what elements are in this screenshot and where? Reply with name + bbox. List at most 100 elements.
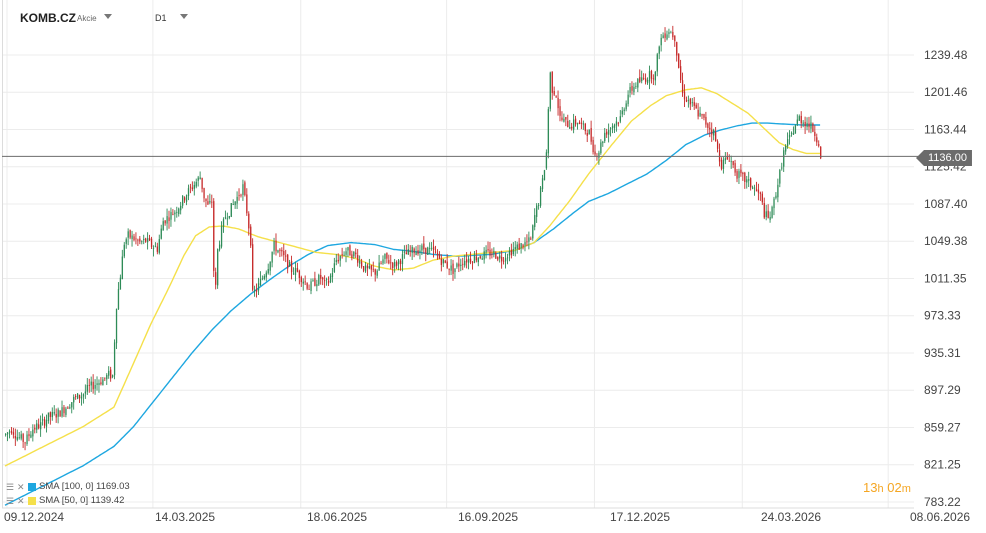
x-tick-label: 09.12.2024 (4, 510, 64, 524)
candle (448, 268, 450, 276)
symbol-dropdown-icon[interactable] (104, 14, 112, 19)
candle (578, 120, 581, 125)
candle (127, 228, 129, 246)
candle (763, 197, 765, 220)
candle (520, 242, 522, 254)
candle (217, 248, 219, 289)
candle (119, 274, 122, 290)
remove-indicator-icon[interactable]: ✕ (17, 495, 25, 506)
candle (802, 120, 804, 128)
candle (189, 183, 192, 194)
candle (592, 136, 594, 155)
candle (808, 116, 810, 133)
candle (701, 113, 703, 119)
candle (715, 127, 717, 142)
candle (629, 82, 631, 98)
y-tick-label: 935.31 (924, 346, 961, 360)
candle (257, 277, 260, 295)
candle (183, 196, 186, 203)
remove-indicator-icon[interactable]: ✕ (17, 481, 25, 492)
candle (664, 27, 666, 43)
candle (395, 260, 398, 270)
indicator-settings-icon[interactable]: ☰ (6, 481, 15, 492)
candle (302, 278, 304, 291)
candle (600, 139, 602, 155)
candle (736, 168, 738, 183)
candle (289, 259, 291, 267)
indicator-settings-icon[interactable]: ☰ (6, 495, 15, 506)
candle (744, 171, 746, 189)
y-tick-label: 1163.44 (924, 122, 967, 136)
candle (779, 168, 781, 188)
candle (611, 123, 614, 134)
candle (514, 241, 516, 257)
candle (555, 95, 557, 99)
candle (255, 283, 258, 298)
candle (432, 239, 435, 258)
candle (446, 254, 448, 270)
candle (431, 242, 433, 251)
candle (49, 411, 52, 425)
candle (129, 229, 131, 240)
candle (635, 82, 637, 90)
candle (481, 255, 483, 260)
candle (584, 122, 586, 135)
candle (12, 427, 15, 439)
candle (586, 129, 588, 143)
candle (728, 154, 730, 162)
candle (718, 143, 721, 167)
candle (145, 237, 147, 243)
candle (51, 407, 53, 421)
candle (547, 106, 550, 159)
candle (541, 174, 544, 192)
candle (24, 441, 26, 451)
candle (324, 275, 326, 289)
candle (608, 123, 610, 143)
candle (643, 73, 645, 81)
candle (427, 246, 429, 255)
candle (380, 260, 382, 265)
candle (8, 429, 11, 439)
candle (549, 71, 551, 112)
y-tick-label: 1049.38 (924, 234, 968, 248)
candle (452, 259, 454, 281)
y-tick-label: 821.25 (924, 458, 961, 472)
candle (724, 152, 727, 165)
candle (205, 198, 207, 208)
candle (508, 247, 511, 262)
candle (316, 279, 318, 292)
candle (71, 402, 73, 414)
candle (471, 260, 474, 270)
candle (658, 45, 660, 60)
candle (539, 186, 542, 208)
candle (442, 258, 444, 268)
candle (403, 245, 406, 259)
candle (814, 125, 816, 142)
timeframe-selector[interactable]: D1 (155, 13, 167, 23)
candle (308, 284, 310, 290)
candle (45, 414, 48, 433)
candle (722, 157, 725, 174)
sma-50-line (4, 87, 821, 467)
candle (534, 208, 536, 231)
candle (320, 268, 322, 285)
candle (516, 241, 518, 254)
candle (423, 236, 425, 254)
candle (345, 247, 347, 263)
symbol-selector[interactable]: KOMB.CZ (20, 11, 76, 25)
timeframe-dropdown-icon[interactable] (180, 14, 188, 19)
candle (405, 244, 408, 255)
candle (771, 205, 773, 219)
candle (92, 374, 94, 394)
sma-50-path (4, 87, 821, 467)
candle (152, 245, 155, 257)
candle (646, 77, 649, 85)
indicator-legend-sma100: ☰ ✕ SMA [100, 0] 1169.03 (6, 481, 130, 492)
candle (798, 114, 800, 121)
candle (195, 178, 197, 189)
candle (818, 140, 820, 148)
candle (631, 81, 633, 95)
x-tick-label: 17.12.2025 (610, 510, 670, 524)
chart-grid (2, 0, 914, 509)
